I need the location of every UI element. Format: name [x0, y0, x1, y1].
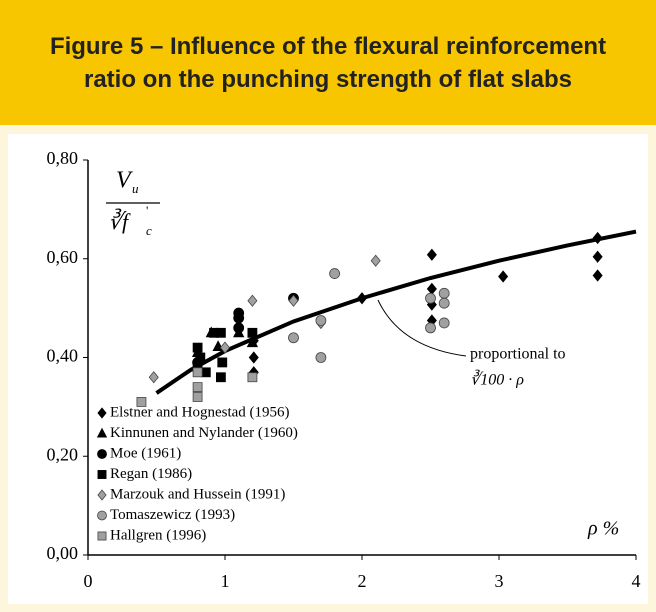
data-point: [592, 250, 603, 263]
legend-marker: [97, 489, 107, 501]
x-tick-label: 4: [632, 571, 641, 591]
data-point: [247, 294, 258, 307]
annotation: proportional to: [470, 346, 566, 363]
data-point: [592, 231, 603, 245]
title-line: ratio on the punching strength of flat s…: [83, 65, 572, 93]
x-tick-label: 1: [221, 571, 230, 591]
y-tick-label: 0,80: [47, 148, 79, 168]
legend-marker: [97, 449, 107, 459]
legend-marker: [96, 427, 108, 438]
data-point: [370, 254, 381, 267]
data-point: [426, 248, 437, 261]
legend-label: Regan (1986): [110, 466, 192, 482]
legend-marker: [97, 407, 107, 419]
x-tick-label: 2: [358, 571, 367, 591]
legend-label: Moe (1961): [110, 445, 181, 461]
y-tick-label: 0,60: [47, 247, 79, 267]
data-point: [592, 269, 603, 282]
data-point: [192, 382, 203, 393]
data-point: [247, 372, 258, 383]
data-point: [217, 357, 228, 368]
data-point: [192, 342, 203, 353]
data-point: [426, 282, 437, 296]
data-point: [233, 312, 245, 324]
legend-label: Marzouk and Hussein (1991): [110, 486, 285, 502]
y-label-den-sub: c: [146, 223, 152, 238]
fit-curve: [155, 229, 637, 395]
data-point: [136, 397, 147, 407]
y-label-num: V: [116, 168, 133, 194]
data-point: [288, 294, 299, 307]
data-point: [195, 352, 206, 363]
y-tick-label: 0,40: [47, 346, 79, 366]
data-point: [192, 392, 203, 402]
data-point: [192, 367, 203, 378]
legend-marker: [97, 531, 107, 541]
data-point: [200, 367, 211, 378]
data-point: [425, 322, 436, 334]
x-tick-label: 3: [495, 571, 504, 591]
data-point: [498, 270, 509, 283]
data-point: [215, 327, 226, 338]
data-point: [288, 332, 299, 344]
y-label-den: ∛f: [108, 208, 131, 234]
data-point: [219, 341, 231, 354]
x-label: ρ %: [587, 518, 619, 540]
data-point: [315, 352, 327, 363]
data-point: [425, 292, 436, 304]
x-tick-label: 0: [84, 571, 93, 591]
data-point: [315, 315, 327, 326]
legend-label: Kinnunen and Nylander (1960): [110, 425, 298, 441]
data-point: [247, 327, 258, 338]
annotation: ∛100 · ρ: [470, 370, 524, 389]
legend-marker: [97, 470, 107, 479]
data-point: [233, 322, 245, 334]
y-tick-label: 0,20: [47, 444, 79, 464]
data-point: [438, 297, 450, 309]
legend-label: Elstner and Hognestad (1956): [110, 404, 290, 420]
legend-label: Hallgren (1996): [110, 527, 206, 543]
annotation-leader: [377, 299, 467, 357]
data-point: [438, 317, 450, 329]
title-banner: Figure 5 – Influence of the flexural rei…: [0, 0, 656, 125]
legend-marker: [97, 510, 107, 521]
title-line: Figure 5 – Influence of the flexural rei…: [49, 32, 607, 60]
data-point: [248, 351, 259, 364]
data-point: [438, 287, 450, 299]
data-point: [329, 268, 341, 279]
y-label-den-sup: ': [146, 203, 148, 218]
data-point: [215, 372, 226, 383]
y-tick-label: 0,00: [47, 543, 79, 563]
y-label-num-sub: u: [132, 181, 139, 196]
data-point: [246, 336, 259, 348]
legend-label: Tomaszewicz (1993): [110, 507, 235, 523]
data-point: [148, 371, 159, 384]
data-point: [356, 292, 368, 305]
chart-panel: [8, 134, 648, 604]
